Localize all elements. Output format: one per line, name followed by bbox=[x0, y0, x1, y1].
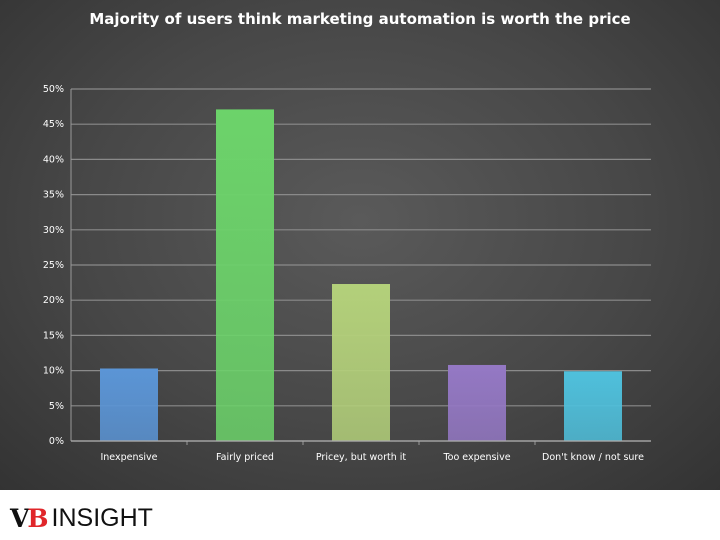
bar bbox=[332, 284, 390, 441]
x-tick-label: Pricey, but worth it bbox=[316, 452, 407, 463]
x-tick-label: Too expensive bbox=[442, 452, 510, 463]
y-tick-label: 15% bbox=[43, 330, 64, 341]
y-tick-label: 30% bbox=[43, 225, 64, 236]
logo-insight: INSIGHT bbox=[51, 503, 153, 532]
x-tick-label: Inexpensive bbox=[100, 452, 157, 463]
vb-insight-logo: VB INSIGHT bbox=[10, 503, 153, 533]
logo-vb: VB bbox=[10, 503, 49, 533]
bar bbox=[448, 364, 506, 441]
y-tick-label: 25% bbox=[43, 260, 64, 271]
chart-panel: Majority of users think marketing automa… bbox=[0, 0, 720, 490]
y-tick-label: 45% bbox=[43, 119, 64, 130]
x-tick-label: Don't know / not sure bbox=[542, 452, 644, 463]
y-tick-label: 10% bbox=[43, 366, 64, 377]
y-tick-label: 0% bbox=[49, 436, 64, 447]
y-tick-label: 50% bbox=[43, 84, 64, 95]
bar bbox=[216, 109, 274, 441]
y-tick-label: 20% bbox=[43, 295, 64, 306]
bar bbox=[100, 368, 158, 441]
bar-chart: 0% 5% 10% 15% 20% 25% 30% 35% 40% 45% 50% Inexpensi… bbox=[43, 84, 651, 463]
y-tick-label: 5% bbox=[49, 401, 64, 412]
y-tick-label: 35% bbox=[43, 190, 64, 201]
bar bbox=[564, 371, 622, 441]
x-tick-label: Fairly priced bbox=[216, 452, 274, 463]
chart-title: Majority of users think marketing automa… bbox=[89, 10, 631, 28]
y-tick-label: 40% bbox=[43, 154, 64, 165]
